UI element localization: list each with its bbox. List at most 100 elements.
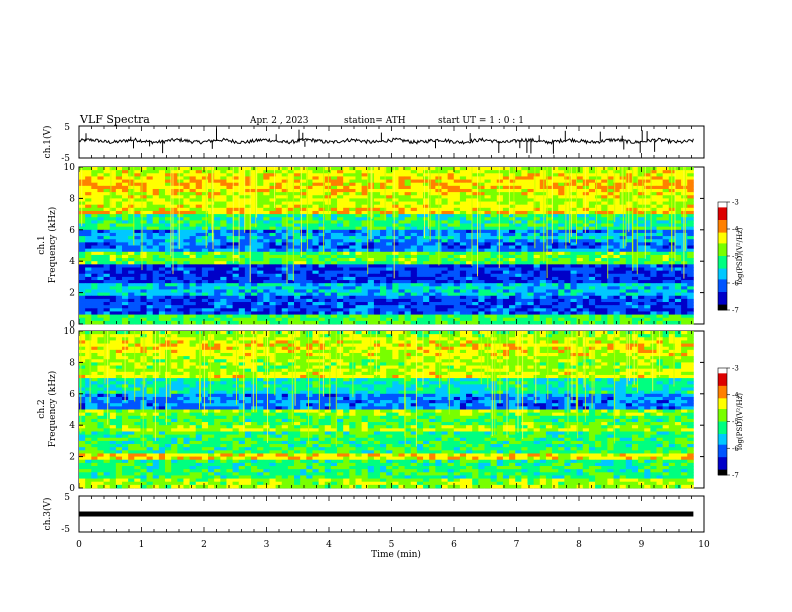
spectrogram-cell: [447, 276, 455, 281]
spectrogram-cell: [441, 167, 449, 171]
spectrogram-cell: [558, 248, 565, 253]
spectrogram-cell: [281, 264, 289, 268]
spectrogram-cell: [410, 267, 418, 272]
spectrogram-cell: [441, 286, 449, 290]
spectrogram-cell: [355, 254, 363, 259]
spectrogram-cell: [195, 286, 203, 290]
spectrogram-cell: [588, 314, 596, 319]
spectrogram-cell: [453, 311, 461, 315]
spectrogram-cell: [558, 311, 565, 315]
spectrogram-cell: [533, 308, 541, 312]
spectrogram-cell: [281, 295, 289, 300]
spectrogram-cell: [533, 251, 541, 256]
spectrogram-cell: [79, 232, 86, 237]
spectrogram-cell: [582, 167, 590, 171]
spectrogram-cell: [287, 195, 295, 199]
spectrogram-cell: [564, 195, 571, 199]
spectrogram-cell: [275, 242, 283, 246]
spectrogram-cell: [588, 308, 596, 312]
spectrogram-cell: [582, 270, 590, 275]
spectrogram-cell: [576, 167, 584, 171]
spectrogram-cell: [195, 254, 203, 259]
spectrogram-cell: [79, 201, 86, 206]
spectrogram-cell: [257, 311, 264, 315]
spectrogram-cell: [189, 280, 197, 284]
spectrogram-cell: [294, 185, 301, 190]
spectrogram-cell: [318, 192, 326, 196]
spectrogram-cell: [656, 295, 664, 300]
spectrogram-cell: [355, 283, 363, 287]
spectrogram-cell: [263, 207, 270, 212]
spectrogram-cell: [189, 283, 197, 287]
spectrogram-cell: [595, 214, 602, 218]
spectrogram-cell: [251, 207, 258, 212]
spectrogram-cell: [373, 248, 381, 253]
spectrogram-cell: [97, 185, 104, 190]
spectrogram-cell: [502, 226, 510, 231]
spectrogram-cell: [423, 195, 430, 199]
spectrogram-cell: [502, 292, 510, 297]
spectrogram-cell: [177, 280, 184, 284]
spectrogram-cell: [361, 273, 369, 278]
spectrogram-cell: [398, 242, 406, 246]
spectrogram-cell: [220, 248, 227, 253]
spectrogram-cell: [251, 232, 258, 237]
spectrogram-cell: [312, 242, 319, 246]
spectrogram-cell: [306, 232, 313, 237]
spectrogram-cell: [429, 185, 436, 190]
spectrogram-cell: [140, 245, 147, 250]
spectrogram-cell: [373, 217, 381, 221]
spectrogram-cell: [275, 258, 283, 262]
spectrogram-cell: [681, 283, 688, 287]
spectrogram-cell: [472, 214, 479, 218]
spectrogram-cell: [232, 305, 240, 309]
spectrogram-cell: [650, 226, 657, 231]
spectrogram-cell: [251, 289, 258, 293]
spectrogram-cell: [152, 276, 160, 281]
spectrogram-cell: [613, 185, 621, 190]
spectrogram-cell: [668, 295, 676, 300]
spectrogram-cell: [638, 254, 645, 259]
spectrogram-cell: [330, 258, 338, 262]
spectrogram-cell: [410, 167, 418, 171]
spectrogram-cell: [398, 220, 406, 224]
spectrogram-cell: [687, 170, 694, 174]
spectrogram-cell: [189, 295, 197, 300]
spectrogram-cell: [134, 188, 141, 193]
spectrogram-cell: [226, 176, 233, 180]
spectrogram-cell: [552, 314, 559, 319]
spectrogram-cell: [306, 258, 313, 262]
spectrogram-cell: [177, 242, 184, 246]
spectrogram-cell: [564, 242, 571, 246]
spectrogram-cell: [134, 207, 141, 212]
spectrogram-cell: [165, 289, 172, 293]
spectrogram-cell: [275, 289, 283, 293]
spectrogram-cell: [545, 292, 553, 297]
spectrogram-cell: [423, 204, 430, 209]
spectrogram-cell: [466, 229, 473, 234]
spectrogram-cell: [183, 320, 190, 325]
spectrogram-cell: [324, 264, 332, 268]
spectrogram-cell: [545, 273, 553, 278]
spectrogram-cell: [601, 185, 608, 190]
spectrogram-cell: [478, 302, 485, 306]
spectrogram-cell: [484, 308, 492, 312]
spectrogram-cell: [453, 308, 461, 312]
spectrogram-cell: [140, 226, 147, 231]
spectrogram-cell: [189, 176, 197, 180]
spectrogram-cell: [650, 188, 657, 193]
spectrogram-cell: [269, 273, 276, 278]
spectrogram-cell: [441, 217, 449, 221]
spectrogram-cell: [380, 308, 387, 312]
spectrogram-cell: [527, 270, 535, 275]
spectrogram-cell: [115, 245, 123, 250]
spectrogram-cell: [404, 217, 412, 221]
spectrogram-cell: [527, 295, 535, 300]
spectrogram-cell: [195, 295, 203, 300]
spectrogram-cell: [466, 214, 473, 218]
spectrogram-cell: [545, 283, 553, 287]
spectrogram-cell: [496, 298, 504, 303]
spectrogram-cell: [140, 229, 147, 234]
spectrogram-cell: [564, 258, 571, 262]
spectrogram-cell: [355, 198, 363, 202]
